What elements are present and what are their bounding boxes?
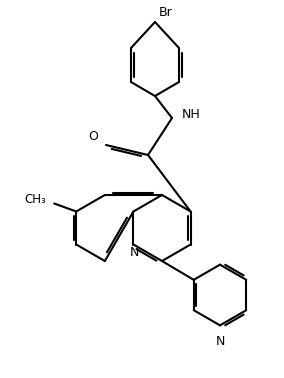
Text: Br: Br [159,6,173,19]
Text: CH₃: CH₃ [24,193,46,206]
Text: N: N [215,335,225,349]
Text: N: N [130,246,139,260]
Text: NH: NH [182,107,201,121]
Text: O: O [88,130,98,144]
